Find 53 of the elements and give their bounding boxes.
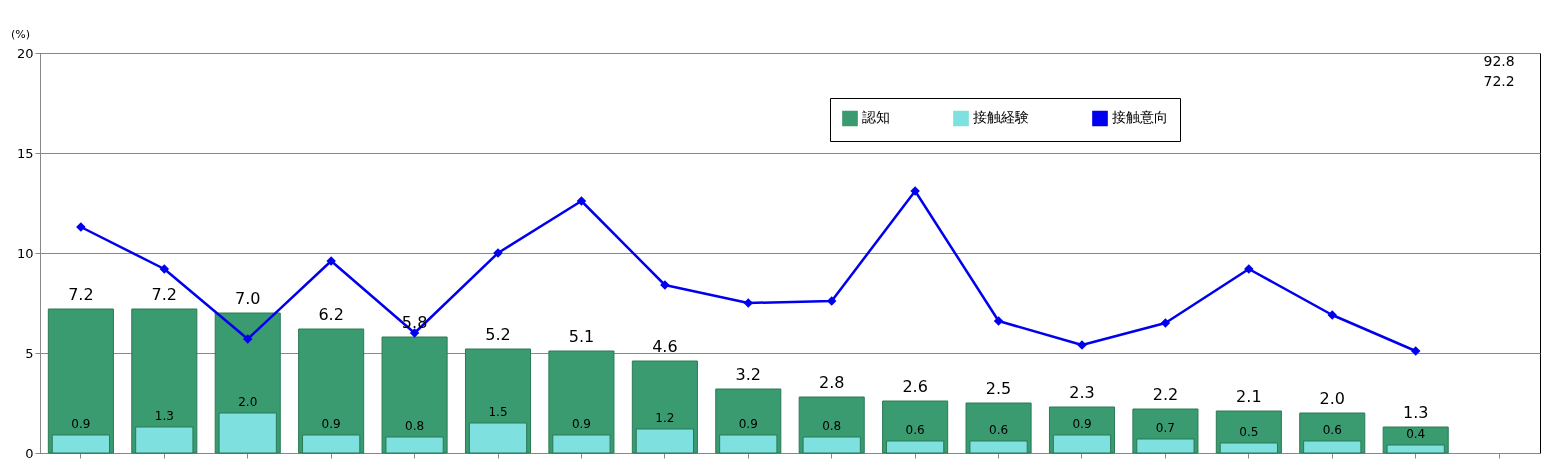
data-label: 1.3 [1402, 403, 1429, 422]
data-label: 2.0 [238, 395, 258, 409]
data-label: 0.9 [321, 417, 341, 431]
data-label: 0.9 [1072, 417, 1092, 431]
data-label: 0.9 [71, 417, 91, 431]
data-label: 6.2 [318, 305, 344, 324]
point [409, 328, 420, 338]
data-label: 4.6 [652, 337, 678, 356]
point [1410, 346, 1421, 356]
y-tick-label: 0 [25, 445, 34, 461]
data-label: 5.8 [401, 313, 428, 332]
point [576, 196, 587, 206]
data-label: 2.0 [1319, 389, 1345, 408]
legend-label: 認知 [862, 109, 890, 126]
data-label: 7.2 [68, 285, 94, 304]
data-label: 3.2 [735, 365, 762, 384]
data-label: 2.5 [985, 379, 1012, 398]
data-label: 2.1 [1236, 387, 1262, 406]
legend-label: 接触経験 [973, 109, 1029, 126]
annotation: 92.8 [1483, 53, 1515, 69]
data-label: 1.5 [488, 405, 508, 419]
data-label: 5.2 [485, 325, 511, 344]
point [1160, 318, 1171, 328]
y-tick-label: 15 [16, 145, 34, 161]
data-label: 1.2 [655, 411, 675, 425]
point [993, 316, 1004, 326]
data-label: 0.5 [1239, 425, 1259, 439]
data-label: 0.6 [1322, 423, 1342, 437]
y-axis-title: (%) [10, 27, 31, 41]
data-label: 0.6 [989, 423, 1009, 437]
data-label: 0.9 [571, 417, 591, 431]
data-label: 2.3 [1069, 383, 1095, 402]
data-label: 7.0 [235, 289, 261, 308]
data-label: 0.9 [738, 417, 758, 431]
data-label: 0.4 [1406, 427, 1426, 441]
data-label: 2.6 [902, 377, 928, 396]
data-label: 0.8 [822, 419, 842, 433]
data-label: 0.7 [1155, 421, 1175, 435]
y-tick-label: 5 [25, 345, 34, 361]
data-label: 2.8 [818, 373, 845, 392]
point [159, 264, 170, 274]
data-label: 1.3 [154, 409, 174, 423]
legend-label: 接触意向 [1112, 109, 1168, 126]
annotation: 72.2 [1483, 73, 1515, 89]
data-label: 2.2 [1152, 385, 1179, 404]
data-label: 7.2 [151, 285, 178, 304]
point [242, 334, 253, 344]
point [1327, 310, 1338, 320]
y-tick-label: 10 [16, 245, 34, 261]
data-label: 0.8 [405, 419, 425, 433]
data-label: 0.6 [905, 423, 925, 437]
data-label: 5.1 [568, 327, 595, 346]
y-tick-label: 20 [16, 45, 34, 61]
